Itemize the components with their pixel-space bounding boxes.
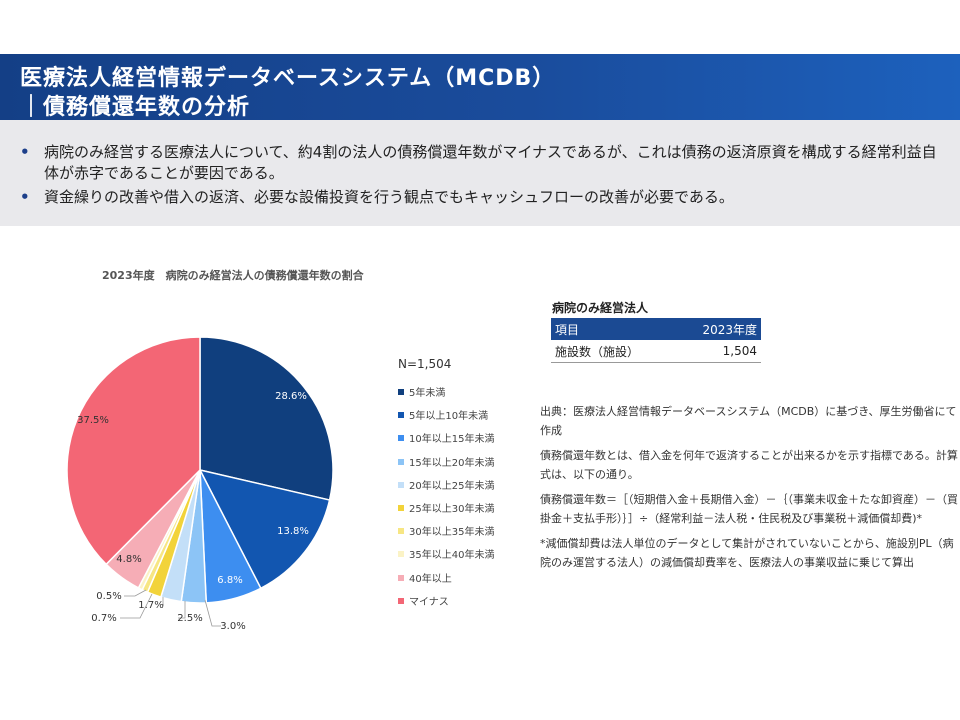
legend-label: 25年以上30年未満	[409, 504, 495, 515]
legend-label: 20年以上25年未満	[409, 480, 495, 492]
legend-swatch-icon	[398, 435, 404, 442]
legend-swatch-icon	[398, 458, 404, 465]
slice-value-label: 37.5%	[77, 415, 109, 426]
legend-item: 15年以上20年未満	[398, 454, 494, 469]
legend-label: 35年以上40年未満	[409, 550, 495, 562]
facility-table: 項目 2023年度 施設数（施設） 1,504	[551, 318, 761, 363]
table-title: 病院のみ経営法人	[552, 301, 649, 315]
legend-label: 15年以上20年未満	[409, 457, 495, 469]
slice-value-label: 2.5%	[177, 613, 202, 624]
summary-item: • 病院のみ経営する医療法人について、約4割の法人の債務償還年数がマイナスである…	[20, 142, 940, 184]
pie-slice	[198, 468, 331, 590]
legend-item: 5年未満	[398, 384, 445, 399]
slice-value-label: 3.0%	[220, 621, 245, 632]
legend-item: 5年以上10年未満	[398, 407, 488, 422]
table-header-row: 項目 2023年度	[551, 318, 761, 340]
legend-label: 5年未満	[409, 388, 446, 399]
slice-value-label: 13.8%	[277, 526, 309, 537]
table-row: 施設数（施設） 1,504	[551, 340, 761, 363]
legend-item: 30年以上35年未満	[398, 523, 494, 538]
legend-item: 20年以上25年未満	[398, 477, 494, 492]
legend-label: 30年以上35年未満	[409, 527, 495, 539]
slice-value-label: 28.6%	[275, 391, 307, 402]
pie-chart: 28.6% 13.8% 6.8% 3.0% 2.5% 1.7% 0.7% 0.5% 4.8% 37…	[66, 336, 334, 632]
legend-item: 25年以上30年未満	[398, 500, 494, 515]
slice-value-label: 0.7%	[91, 613, 116, 624]
leader-line	[124, 589, 147, 597]
note-depreciation: *減価償却費は法人単位のデータとして集計がされていないことから、施設別PL（病院…	[540, 537, 954, 569]
bullet-icon: •	[20, 143, 30, 161]
slide-header: 医療法人経営情報データベースシステム（MCDB） ｜債務償還年数の分析	[0, 54, 960, 120]
sample-size-label: N=1,504	[398, 357, 452, 371]
summary-box: • 病院のみ経営する医療法人について、約4割の法人の債務償還年数がマイナスである…	[0, 120, 960, 226]
legend-swatch-icon	[398, 551, 404, 558]
summary-text: 資金繰りの改善や借入の返済、必要な設備投資を行う観点でもキャッシュフローの改善が…	[44, 188, 734, 206]
slide-subtitle: ｜債務償還年数の分析	[20, 95, 251, 120]
legend-swatch-icon	[398, 481, 404, 488]
notes: 出典：医療法人経営情報データベースシステム（MCDB）に基づき、厚生労働省にて作…	[540, 402, 960, 578]
leader-line	[178, 601, 186, 619]
legend-label: マイナス	[409, 596, 449, 608]
slice-value-label: 4.8%	[116, 554, 141, 565]
summary-text: 病院のみ経営する医療法人について、約4割の法人の債務償還年数がマイナスであるが、…	[44, 143, 937, 182]
legend-swatch-icon	[398, 412, 404, 419]
table-cell-value: 1,504	[676, 340, 761, 363]
leader-line	[162, 597, 164, 606]
pie-slice	[199, 336, 334, 501]
note-source: 出典：医療法人経営情報データベースシステム（MCDB）に基づき、厚生労働省にて作…	[540, 405, 957, 437]
leader-line	[120, 593, 153, 619]
note-definition: 債務償還年数とは、借入金を何年で返済することが出来るかを示す指標である。計算式は…	[540, 449, 958, 481]
legend-label: 40年以上	[409, 573, 452, 585]
legend-swatch-icon	[398, 597, 404, 604]
table-cell-label: 施設数（施設）	[551, 340, 677, 363]
slice-value-label: 0.5%	[96, 591, 121, 602]
table-header-item: 項目	[551, 318, 677, 340]
legend-swatch-icon	[398, 574, 404, 581]
bullet-icon: •	[20, 188, 30, 206]
legend-item: 35年以上40年未満	[398, 546, 494, 561]
summary-item: • 資金繰りの改善や借入の返済、必要な設備投資を行う観点でもキャッシュフローの改…	[20, 187, 940, 208]
legend-label: 10年以上15年未満	[409, 434, 495, 446]
slice-value-label: 6.8%	[217, 575, 242, 586]
legend-label: 5年以上10年未満	[409, 411, 489, 423]
table-header-year: 2023年度	[676, 318, 761, 340]
legend-item: 10年以上15年未満	[398, 430, 494, 445]
leader-line	[204, 599, 221, 627]
chart-title: 2023年度 病院のみ経営法人の債務償還年数の割合	[102, 269, 364, 282]
legend-swatch-icon	[398, 505, 404, 511]
legend-item: マイナス	[398, 593, 449, 608]
legend-swatch-icon	[398, 389, 404, 395]
legend-item: 40年以上	[398, 570, 452, 585]
slice-value-label: 1.7%	[138, 600, 163, 611]
slide-title: 医療法人経営情報データベースシステム（MCDB）	[20, 66, 556, 91]
legend-swatch-icon	[398, 528, 404, 535]
pie-slice	[66, 336, 201, 566]
note-formula: 債務償還年数＝［（短期借入金＋長期借入金）－｛（事業未収金＋たな卸資産）－（買掛…	[540, 493, 958, 525]
